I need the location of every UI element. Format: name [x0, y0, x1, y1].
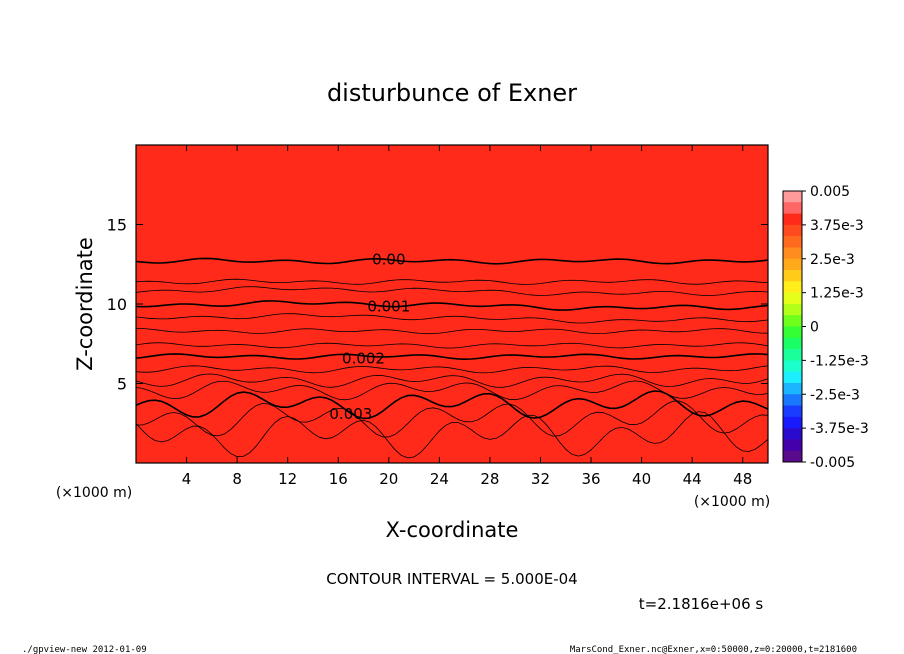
x-tick-label: 48 [733, 470, 752, 488]
colorbar-swatch [783, 405, 802, 418]
x-tick-label: 40 [632, 470, 651, 488]
x-tick-label: 8 [232, 470, 242, 488]
colorbar-swatch [783, 382, 802, 395]
colorbar-tick-label: 1.25e-3 [810, 286, 864, 302]
contour-line [135, 313, 769, 324]
contour-line [135, 278, 769, 285]
contour-labels: 0.00 0.001 0.002 0.003 [329, 251, 410, 423]
x-tick-label: 4 [182, 470, 192, 488]
colorbar-swatch [783, 428, 802, 440]
colorbar-swatch [783, 202, 802, 214]
contour-line [135, 390, 769, 420]
y-tick-label: 15 [107, 216, 127, 235]
contour-label: 0.001 [367, 298, 410, 316]
contour-line [135, 257, 769, 265]
colorbar-swatch [783, 394, 802, 406]
colorbar-swatch [783, 416, 802, 429]
colorbar-tick-label: -3.75e-3 [810, 421, 869, 437]
colorbar-swatches [783, 191, 802, 463]
contour-interval-note: CONTOUR INTERVAL = 5.000E-04 [326, 570, 577, 588]
x-unit-left: (×1000 m) [56, 485, 132, 501]
x-axis-ticks: 4 8 12 16 20 24 28 32 36 40 44 48 [182, 145, 752, 488]
y-axis-label: Z-coordinate [73, 237, 97, 371]
footer-source: MarsCond_Exner.nc@Exner,x=0:50000,z=0:20… [570, 645, 857, 654]
x-unit-right: (×1000 m) [694, 494, 770, 510]
contour-label: 0.003 [329, 405, 372, 423]
colorbar-swatch [783, 258, 802, 271]
contour-line [135, 328, 769, 335]
contour-line [135, 411, 769, 459]
x-tick-label: 12 [278, 470, 297, 488]
colorbar-swatch [783, 213, 802, 226]
colorbar-tick-label: -1.25e-3 [810, 353, 869, 369]
colorbar-swatch [783, 191, 802, 203]
x-tick-label: 20 [379, 470, 398, 488]
contour-line [135, 353, 769, 361]
colorbar-swatch [783, 337, 802, 350]
colorbar-swatch [783, 292, 802, 305]
x-tick-label: 16 [329, 470, 348, 488]
colorbar-tick-label: 0 [810, 320, 819, 336]
contour-line [135, 380, 769, 401]
contour-line [135, 300, 769, 311]
colorbar-tick-label: 0.005 [810, 184, 850, 200]
colorbar-swatch [783, 360, 802, 372]
x-tick-label: 28 [480, 470, 499, 488]
contour-line [135, 373, 769, 388]
y-tick-label: 10 [107, 295, 127, 314]
x-tick-label: 24 [430, 470, 449, 488]
colorbar-swatch [783, 439, 802, 452]
contour-line [136, 400, 769, 438]
colorbar-swatch [783, 270, 802, 282]
contour-label: 0.002 [342, 350, 385, 368]
colorbar-swatch [783, 303, 802, 316]
x-tick-label: 36 [581, 470, 600, 488]
colorbar-swatch [783, 315, 802, 327]
colorbar-tick-label: 2.5e-3 [810, 252, 855, 268]
colorbar-tick-label: -2.5e-3 [810, 387, 860, 403]
colorbar: 0.005 3.75e-3 2.5e-3 1.25e-3 0 -1.25e-3 -2.5e-… [782, 184, 869, 471]
colorbar-swatch [783, 450, 802, 463]
y-axis-ticks: 5 10 15 [107, 216, 768, 394]
colorbar-swatch [783, 349, 802, 361]
x-tick-label: 32 [531, 470, 550, 488]
colorbar-tick-label: -0.005 [810, 455, 855, 471]
time-stamp: t=2.1816e+06 s [639, 595, 764, 613]
contour-lines [135, 257, 769, 459]
contour-line [135, 286, 769, 296]
contour-label: 0.00 [372, 251, 405, 269]
colorbar-tick-label: 3.75e-3 [810, 218, 864, 234]
colorbar-tick-labels: 0.005 3.75e-3 2.5e-3 1.25e-3 0 -1.25e-3 -2.5e-… [802, 184, 869, 471]
footer-program-date: ./gpview-new 2012-01-09 [22, 645, 147, 654]
colorbar-swatch [783, 326, 802, 339]
contour-line [135, 342, 769, 349]
contour-line [135, 365, 769, 374]
colorbar-swatch [783, 281, 802, 293]
plot-area: 0.00 0.001 0.002 0.003 [135, 144, 769, 464]
y-tick-label: 5 [117, 375, 127, 394]
colorbar-swatch [783, 224, 802, 237]
chart-title: disturbunce of Exner [327, 79, 577, 107]
x-axis-label: X-coordinate [386, 518, 519, 542]
colorbar-swatch [783, 236, 802, 248]
colorbar-swatch [783, 371, 802, 384]
x-tick-label: 44 [683, 470, 702, 488]
colorbar-swatch [783, 247, 802, 260]
